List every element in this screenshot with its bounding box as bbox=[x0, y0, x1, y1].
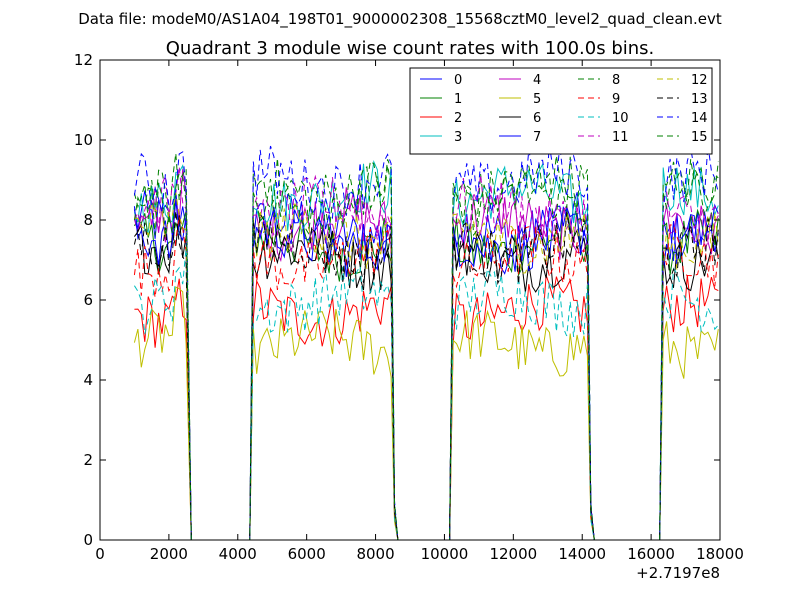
legend-label-5: 5 bbox=[533, 92, 541, 107]
y-tick-label: 8 bbox=[83, 211, 93, 229]
x-tick-label: 4000 bbox=[219, 545, 257, 563]
series-line-4 bbox=[133, 169, 719, 540]
y-tick-label: 12 bbox=[74, 51, 93, 69]
series-line-14 bbox=[133, 144, 719, 540]
y-tick-label: 10 bbox=[74, 131, 93, 149]
series-line-3 bbox=[133, 160, 719, 540]
x-tick-label: 16000 bbox=[627, 545, 675, 563]
legend-label-8: 8 bbox=[612, 73, 620, 88]
data-file-header: Data file: modeM0/AS1A04_198T01_90000023… bbox=[78, 10, 722, 29]
x-tick-label: 8000 bbox=[356, 545, 394, 563]
legend-box bbox=[409, 67, 713, 155]
legend-label-12: 12 bbox=[691, 73, 708, 88]
series-line-6 bbox=[133, 215, 719, 540]
series-line-10 bbox=[133, 247, 719, 540]
axes-layer: 0 2000 4000 6000 8000 10000 12000 14000 16000 180… bbox=[74, 51, 744, 563]
series-line-13 bbox=[133, 210, 719, 540]
x-tick-label: 18000 bbox=[696, 545, 744, 563]
x-tick-label: 6000 bbox=[288, 545, 326, 563]
series-layer bbox=[133, 144, 719, 540]
series-line-12 bbox=[134, 192, 719, 540]
legend-label-3: 3 bbox=[454, 130, 462, 145]
legend-label-10: 10 bbox=[612, 111, 629, 126]
legend-label-7: 7 bbox=[533, 130, 541, 145]
series-line-5 bbox=[133, 286, 719, 540]
chart-title: Quadrant 3 module wise count rates with … bbox=[166, 38, 655, 59]
x-tick-label: 12000 bbox=[489, 545, 537, 563]
x-tick-label: 2000 bbox=[150, 545, 188, 563]
legend-label-14: 14 bbox=[691, 111, 708, 126]
series-line-7 bbox=[133, 199, 719, 540]
series-line-1 bbox=[133, 208, 719, 540]
legend-label-13: 13 bbox=[691, 92, 708, 107]
series-line-15 bbox=[133, 165, 719, 540]
x-tick-label: 0 bbox=[95, 545, 105, 563]
x-offset-label: +2.7197e8 bbox=[636, 564, 720, 582]
series-line-2 bbox=[134, 274, 719, 540]
legend-label-15: 15 bbox=[691, 130, 708, 145]
legend-label-9: 9 bbox=[612, 92, 620, 107]
legend-label-2: 2 bbox=[454, 111, 462, 126]
series-line-9 bbox=[133, 216, 719, 540]
legend-label-4: 4 bbox=[533, 73, 541, 88]
y-tick-label: 4 bbox=[83, 371, 93, 389]
legend-label-0: 0 bbox=[454, 73, 462, 88]
series-line-11 bbox=[133, 166, 719, 540]
y-tick-label: 0 bbox=[83, 531, 93, 549]
legend-label-11: 11 bbox=[612, 130, 629, 145]
x-tick-label: 10000 bbox=[421, 545, 469, 563]
legend-label-1: 1 bbox=[454, 92, 462, 107]
x-tick-label: 14000 bbox=[558, 545, 606, 563]
y-tick-label: 2 bbox=[83, 451, 93, 469]
legend-label-6: 6 bbox=[533, 111, 541, 126]
series-line-0 bbox=[133, 190, 719, 540]
y-tick-label: 6 bbox=[83, 291, 93, 309]
series-line-8 bbox=[133, 153, 719, 540]
